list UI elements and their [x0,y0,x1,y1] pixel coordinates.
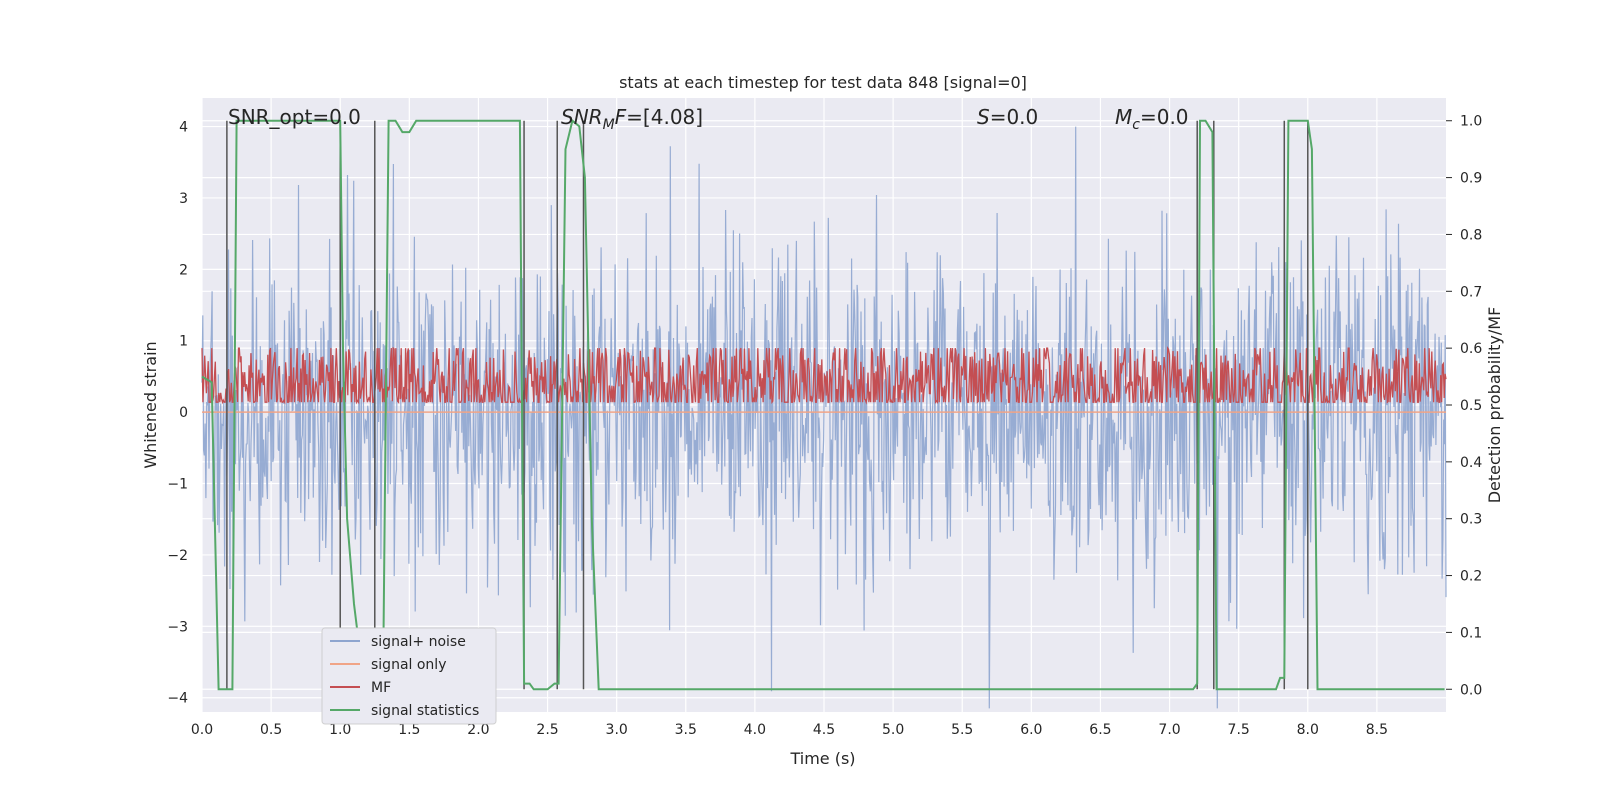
y-right-tick-label: 0.5 [1460,398,1482,414]
x-tick-label: 8.0 [1297,722,1319,738]
x-tick-label: 2.5 [536,722,558,738]
snr-mf-symbol: SNR [561,105,603,129]
mc-symbol: M [1115,105,1132,129]
y-left-tick-label: −1 [167,477,188,493]
signal-noise-line [201,126,1447,709]
y-left-tick-label: 3 [179,191,188,207]
legend-label-mf: MF [371,680,391,696]
y-axis-left-label: Whitened strain [141,341,160,468]
x-tick-label: 6.5 [1089,722,1111,738]
s-symbol: S [977,105,990,129]
mc-value: =0.0 [1140,105,1189,129]
y-right-tick-label: 1.0 [1460,114,1482,130]
s-value: =0.0 [990,105,1039,129]
y-left-tick-label: −3 [167,619,188,635]
legend-label-signal-only: signal only [371,657,446,673]
legend-box [321,627,497,725]
x-tick-label: 4.0 [744,722,766,738]
y-right-tick-label: 0.6 [1460,341,1482,357]
y-left-tick-label: 0 [179,405,188,421]
chart-title: stats at each timestep for test data 848… [619,73,1027,92]
annotation-snr-mf: SNRMF=[4.08] [561,105,703,133]
y-right-tick-label: 0.7 [1460,284,1482,300]
y-left-tick-label: 2 [179,262,188,278]
y-left-tick-label: 1 [179,334,188,350]
y-right-tick-label: 0.1 [1460,625,1482,641]
x-tick-label: 3.5 [675,722,697,738]
legend-label-signal-statistics: signal statistics [371,703,479,719]
y-right-tick-label: 0.2 [1460,569,1482,585]
x-tick-label: 0.0 [191,722,213,738]
x-tick-label: 3.0 [606,722,628,738]
x-tick-label: 8.5 [1366,722,1388,738]
x-tick-label: 0.5 [260,722,282,738]
annotation-snr-opt: SNR_opt=0.0 [228,105,361,129]
signal-noise-series [201,126,1447,709]
y-right-tick-label: 0.4 [1460,455,1482,471]
y-right-tick-label: 0.9 [1460,171,1482,187]
x-tick-label: 5.0 [882,722,904,738]
snr-mf-tail: F [615,105,627,129]
x-tick-label: 1.0 [329,722,351,738]
x-tick-label: 4.5 [813,722,835,738]
axis-ticks: 0.0 0.5 1.0 1.5 2.0 2.5 3.0 3.5 4.0 4.5 5.0 5.5 6.0 6… [167,114,1482,738]
x-tick-label: 7.5 [1228,722,1250,738]
mf-series [201,345,1447,405]
legend: signal+ noise signal only MF signal stat… [321,627,497,725]
vertical-markers [226,120,1309,690]
x-tick-label: 2.0 [467,722,489,738]
x-tick-label: 1.5 [398,722,420,738]
y-right-tick-label: 0.0 [1460,682,1482,698]
snr-mf-value: =[4.08] [626,105,703,129]
y-left-tick-label: −2 [167,548,188,564]
snr-mf-subscript: M [603,117,615,133]
annotation-mc: Mc=0.0 [1115,105,1189,133]
y-left-tick-label: 4 [179,120,188,136]
legend-label-signal-noise: signal+ noise [371,634,466,650]
y-left-tick-label: −4 [167,691,188,707]
y-right-tick-label: 0.8 [1460,227,1482,243]
x-tick-label: 7.0 [1158,722,1180,738]
annotation-s: S=0.0 [977,105,1038,129]
x-tick-label: 5.5 [951,722,973,738]
signal-statistics-line [201,118,1445,691]
x-axis-label: Time (s) [789,749,855,768]
y-right-tick-label: 0.3 [1460,512,1482,528]
y-axis-right-label: Detection probability/MF [1485,307,1504,504]
signal-statistics-series [201,118,1445,691]
x-tick-label: 6.0 [1020,722,1042,738]
mf-line [201,345,1447,405]
mc-subscript: c [1132,117,1140,133]
